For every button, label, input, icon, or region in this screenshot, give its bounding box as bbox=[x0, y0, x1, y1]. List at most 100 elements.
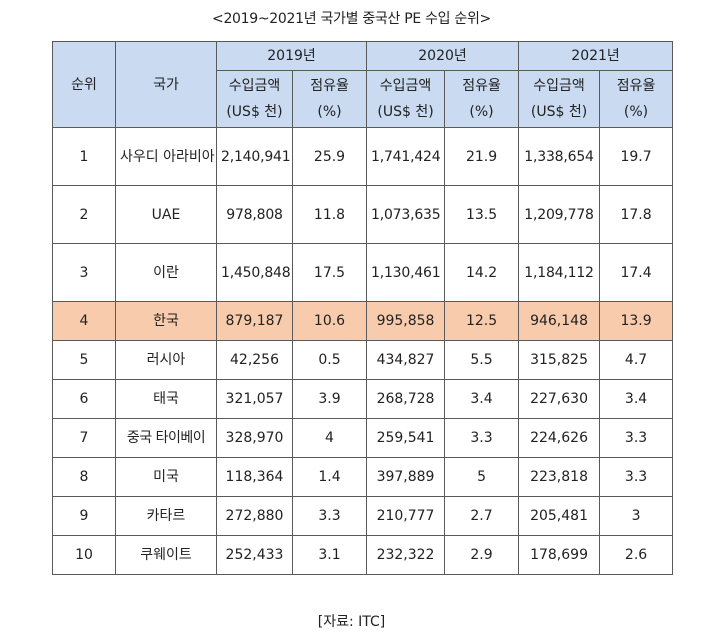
share-2019-cell: 17.5 bbox=[291, 243, 368, 302]
share-2020-cell: 2.9 bbox=[444, 535, 520, 575]
header-amount-line2: (US$ 천) bbox=[530, 104, 588, 120]
share-2020-cell: 14.2 bbox=[444, 243, 520, 302]
share-2020-cell: 5.5 bbox=[444, 340, 520, 380]
header-amount-line2: (US$ 천) bbox=[226, 104, 283, 120]
amount-2020-cell: 995,858 bbox=[366, 301, 446, 341]
header-share-line2: (%) bbox=[469, 104, 494, 120]
share-2019-cell: 3.3 bbox=[291, 496, 368, 536]
table-row: 2 UAE 978,808 11.8 1,073,635 13.5 1,209,… bbox=[52, 185, 674, 244]
rank-cell: 7 bbox=[52, 418, 116, 458]
country-cell: 쿠웨이트 bbox=[115, 535, 217, 575]
rank-cell: 5 bbox=[52, 340, 116, 380]
header-year-2021: 2021년 bbox=[518, 41, 674, 71]
share-2019-cell: 25.9 bbox=[291, 127, 368, 186]
source-note: [자료: ITC] bbox=[317, 614, 386, 630]
amount-2019-cell: 252,433 bbox=[216, 535, 293, 575]
amount-2021-cell: 1,209,778 bbox=[518, 185, 601, 244]
share-2020-cell: 5 bbox=[444, 457, 520, 497]
table-row: 1 사우디 아라비아 2,140,941 25.9 1,741,424 21.9… bbox=[52, 127, 674, 186]
amount-2020-cell: 434,827 bbox=[366, 340, 446, 380]
share-2019-cell: 11.8 bbox=[291, 185, 368, 244]
amount-2019-cell: 978,808 bbox=[216, 185, 293, 244]
amount-2019-cell: 272,880 bbox=[216, 496, 293, 536]
share-2021-cell: 3 bbox=[599, 496, 674, 536]
table-row: 8 미국 118,364 1.4 397,889 5 223,818 3.3 bbox=[52, 457, 674, 497]
rank-cell: 4 bbox=[52, 301, 116, 341]
share-2021-cell: 2.6 bbox=[599, 535, 674, 575]
share-2021-cell: 3.3 bbox=[599, 457, 674, 497]
amount-2019-cell: 328,970 bbox=[216, 418, 293, 458]
table-row: 5 러시아 42,256 0.5 434,827 5.5 315,825 4.7 bbox=[52, 340, 674, 380]
amount-2021-cell: 205,481 bbox=[518, 496, 601, 536]
share-2021-cell: 3.4 bbox=[599, 379, 674, 419]
amount-2020-cell: 210,777 bbox=[366, 496, 446, 536]
share-2019-cell: 0.5 bbox=[291, 340, 368, 380]
amount-2020-cell: 1,073,635 bbox=[366, 185, 446, 244]
amount-2020-cell: 1,741,424 bbox=[366, 127, 446, 186]
share-2020-cell: 21.9 bbox=[444, 127, 520, 186]
share-2020-cell: 13.5 bbox=[444, 185, 520, 244]
amount-2021-cell: 1,184,112 bbox=[518, 243, 601, 302]
header-amount-line1: 수입금액 bbox=[228, 78, 281, 94]
share-2021-cell: 17.4 bbox=[599, 243, 674, 302]
rank-cell: 8 bbox=[52, 457, 116, 497]
amount-2020-cell: 397,889 bbox=[366, 457, 446, 497]
amount-2019-cell: 2,140,941 bbox=[216, 127, 293, 186]
share-2020-cell: 12.5 bbox=[444, 301, 520, 341]
country-cell: UAE bbox=[115, 185, 217, 244]
amount-2019-cell: 321,057 bbox=[216, 379, 293, 419]
table-row: 9 카타르 272,880 3.3 210,777 2.7 205,481 3 bbox=[52, 496, 674, 536]
share-2020-cell: 3.4 bbox=[444, 379, 520, 419]
table-row: 6 태국 321,057 3.9 268,728 3.4 227,630 3.4 bbox=[52, 379, 674, 419]
amount-2021-cell: 946,148 bbox=[518, 301, 601, 341]
rank-cell: 6 bbox=[52, 379, 116, 419]
amount-2021-cell: 315,825 bbox=[518, 340, 601, 380]
share-2019-cell: 3.1 bbox=[291, 535, 368, 575]
header-rank: 순위 bbox=[52, 41, 116, 128]
share-2021-cell: 19.7 bbox=[599, 127, 674, 186]
rank-cell: 2 bbox=[52, 185, 116, 244]
header-amount-line2: (US$ 천) bbox=[377, 104, 434, 120]
table-row: 10 쿠웨이트 252,433 3.1 232,322 2.9 178,699 … bbox=[52, 535, 674, 575]
header-share-line1: 점유율 bbox=[462, 78, 501, 94]
share-2021-cell: 13.9 bbox=[599, 301, 674, 341]
header-amount-line1: 수입금액 bbox=[533, 78, 585, 94]
country-cell: 카타르 bbox=[115, 496, 217, 536]
rank-cell: 10 bbox=[52, 535, 116, 575]
country-cell: 태국 bbox=[115, 379, 217, 419]
share-2020-cell: 3.3 bbox=[444, 418, 520, 458]
country-cell: 한국 bbox=[115, 301, 217, 341]
rank-cell: 9 bbox=[52, 496, 116, 536]
amount-2020-cell: 268,728 bbox=[366, 379, 446, 419]
amount-2020-cell: 232,322 bbox=[366, 535, 446, 575]
amount-2021-cell: 227,630 bbox=[518, 379, 601, 419]
country-cell: 사우디 아라비아 bbox=[115, 127, 217, 186]
amount-2021-cell: 1,338,654 bbox=[518, 127, 601, 186]
header-share-line2: (%) bbox=[317, 104, 342, 120]
rank-cell: 1 bbox=[52, 127, 116, 186]
header-share-2019: 점유율 (%) bbox=[291, 70, 368, 128]
amount-2021-cell: 178,699 bbox=[518, 535, 601, 575]
header-share-2020: 점유율 (%) bbox=[444, 70, 520, 128]
amount-2021-cell: 224,626 bbox=[518, 418, 601, 458]
import-ranking-table: 순위 국가 2019년 2020년 2021년 수입금액 (US$ 천) 점유율 (… bbox=[52, 41, 674, 575]
header-amount-line1: 수입금액 bbox=[379, 78, 432, 94]
country-cell: 러시아 bbox=[115, 340, 217, 380]
header-share-line1: 점유율 bbox=[310, 78, 349, 94]
header-share-line1: 점유율 bbox=[616, 78, 656, 94]
amount-2019-cell: 42,256 bbox=[216, 340, 293, 380]
share-2019-cell: 4 bbox=[291, 418, 368, 458]
share-2019-cell: 3.9 bbox=[291, 379, 368, 419]
header-country: 국가 bbox=[115, 41, 217, 128]
header-share-2021: 점유율 (%) bbox=[599, 70, 674, 128]
header-share-line2: (%) bbox=[623, 104, 649, 120]
share-2019-cell: 10.6 bbox=[291, 301, 368, 341]
share-2021-cell: 3.3 bbox=[599, 418, 674, 458]
amount-2019-cell: 1,450,848 bbox=[216, 243, 293, 302]
share-2021-cell: 17.8 bbox=[599, 185, 674, 244]
amount-2019-cell: 879,187 bbox=[216, 301, 293, 341]
share-2019-cell: 1.4 bbox=[291, 457, 368, 497]
table-row: 7 중국 타이베이 328,970 4 259,541 3.3 224,626 … bbox=[52, 418, 674, 458]
amount-2021-cell: 223,818 bbox=[518, 457, 601, 497]
rank-cell: 3 bbox=[52, 243, 116, 302]
